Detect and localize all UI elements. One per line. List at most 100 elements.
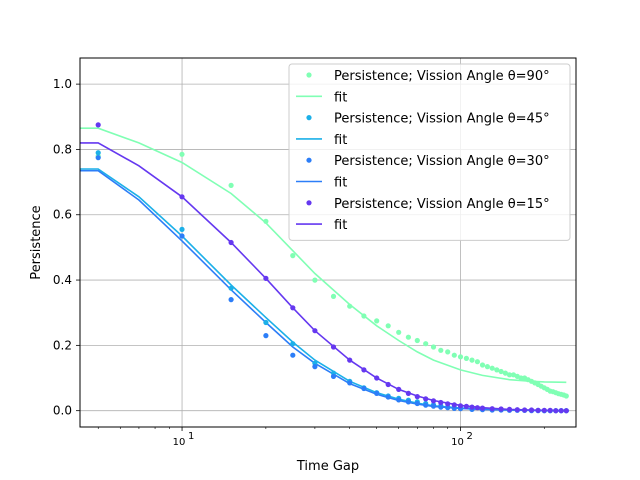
data-point-series-3 [423, 402, 429, 408]
data-point-series-4 [396, 386, 402, 392]
data-point-series-1 [479, 362, 486, 368]
data-point-series-3 [385, 394, 391, 400]
data-point-series-2 [179, 226, 185, 232]
data-point-series-3 [347, 380, 353, 386]
data-point-series-1 [451, 352, 457, 358]
x-axis-label: Time Gap [296, 459, 359, 474]
data-point-series-4 [541, 407, 547, 413]
data-point-series-1 [347, 303, 353, 309]
data-point-series-1 [374, 318, 380, 324]
plot-frame [79, 57, 577, 428]
legend-entry-label: fit [334, 133, 347, 148]
data-point-series-3 [374, 390, 380, 396]
legend-entry-label: fit [334, 218, 347, 233]
data-points [95, 122, 569, 414]
y-tick-label: 0.0 [53, 404, 72, 418]
y-tick-label: 0.4 [53, 273, 72, 287]
legend-entry-label: fit [334, 176, 347, 191]
data-point-series-4 [498, 406, 504, 412]
data-point-series-1 [263, 218, 269, 224]
data-point-series-1 [474, 359, 480, 365]
data-point-series-1 [228, 182, 234, 188]
data-point-series-1 [330, 293, 337, 299]
data-point-series-2 [228, 285, 234, 291]
data-point-series-2 [290, 341, 296, 347]
data-point-series-1 [469, 357, 475, 363]
data-point-series-4 [228, 239, 234, 246]
data-point-series-1 [414, 337, 420, 344]
data-point-series-4 [547, 407, 553, 413]
data-point-series-4 [312, 328, 318, 334]
data-point-series-4 [558, 408, 564, 414]
data-point-series-3 [414, 400, 420, 407]
data-point-series-3 [396, 397, 402, 403]
data-point-series-4 [290, 305, 296, 311]
legend-entry-label: Persistence; Vission Angle θ=45° [334, 112, 550, 127]
data-point-series-3 [95, 155, 101, 161]
data-point-series-4 [445, 401, 451, 407]
data-point-series-2 [263, 319, 269, 326]
data-point-series-1 [361, 313, 367, 319]
data-point-series-1 [484, 364, 490, 370]
data-point-series-4 [457, 403, 464, 409]
data-point-series-4 [463, 403, 469, 409]
y-tick-label: 0.2 [53, 338, 72, 352]
data-point-series-4 [423, 396, 429, 402]
legend: Persistence; Vission Angle θ=90° fit Persi… [288, 63, 571, 241]
data-point-series-4 [563, 408, 569, 414]
data-point-series-4 [469, 404, 475, 410]
data-point-series-1 [438, 347, 444, 353]
data-point-series-4 [405, 390, 411, 396]
data-point-series-1 [502, 370, 508, 376]
data-point-series-3 [228, 297, 234, 303]
data-point-series-1 [312, 277, 318, 283]
data-point-series-4 [330, 344, 337, 350]
data-point-series-1 [430, 344, 437, 350]
data-point-series-1 [396, 329, 402, 335]
data-point-series-1 [563, 393, 569, 399]
data-point-series-1 [385, 323, 391, 329]
data-point-series-4 [528, 407, 535, 413]
data-point-series-4 [385, 381, 391, 388]
data-point-series-4 [361, 367, 367, 373]
data-point-series-3 [179, 233, 185, 239]
data-point-series-4 [451, 402, 457, 408]
data-point-series-4 [430, 398, 437, 404]
data-point-series-1 [506, 372, 513, 378]
data-point-series-1 [405, 334, 411, 340]
data-point-series-1 [179, 151, 185, 157]
data-point-series-4 [474, 405, 480, 411]
data-point-series-4 [553, 408, 559, 414]
legend-marker-point [306, 72, 312, 78]
data-point-series-4 [95, 122, 101, 128]
data-point-series-2 [95, 150, 101, 156]
x-tick-label: 10 [173, 437, 186, 448]
data-point-series-4 [374, 375, 380, 381]
data-point-series-4 [506, 406, 513, 412]
data-point-series-3 [312, 364, 318, 370]
data-point-series-1 [290, 253, 296, 259]
legend-entry-label: fit [334, 90, 347, 105]
data-point-series-1 [463, 355, 469, 361]
data-point-series-1 [498, 368, 504, 375]
data-point-series-3 [451, 405, 457, 411]
x-tick-exponent: 1 [188, 431, 194, 442]
data-point-series-3 [405, 399, 411, 405]
x-tick-label: 10 [451, 437, 464, 448]
fit-line-series-1 [80, 127, 567, 384]
data-point-series-1 [457, 354, 464, 360]
legend-marker-point [306, 115, 312, 121]
data-point-series-3 [263, 333, 269, 339]
legend-entry-label: Persistence; Vission Angle θ=15° [334, 197, 550, 212]
y-tick-label: 0.6 [53, 208, 72, 222]
data-point-series-4 [347, 357, 353, 363]
data-point-series-3 [438, 404, 444, 410]
legend-box [288, 63, 571, 241]
data-point-series-3 [290, 352, 296, 358]
x-tick-exponent: 2 [466, 431, 472, 442]
data-point-series-1 [489, 365, 495, 371]
data-point-series-3 [361, 385, 367, 392]
data-point-series-1 [518, 375, 524, 381]
